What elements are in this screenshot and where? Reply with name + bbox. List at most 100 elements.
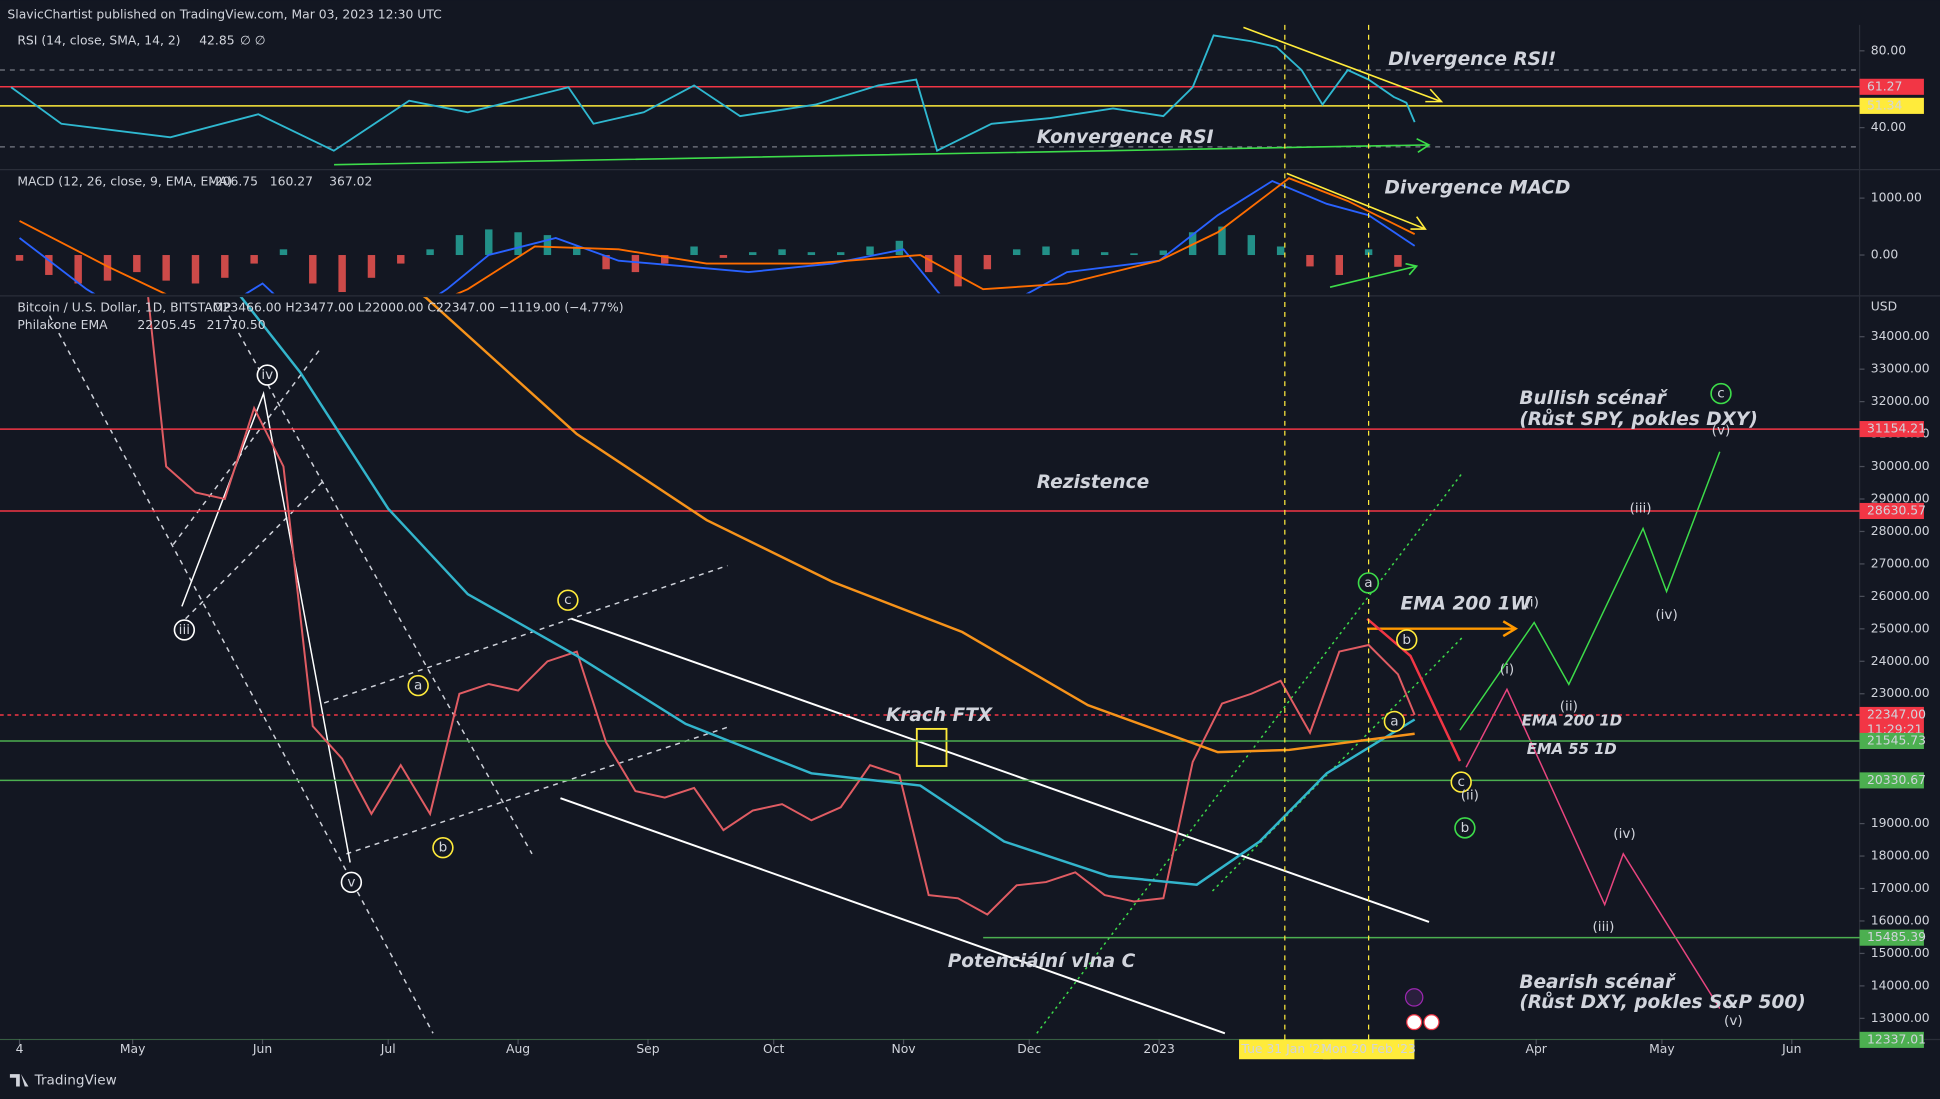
- wave-circle: [1383, 710, 1406, 733]
- price-badge: [1859, 1031, 1924, 1048]
- y-tick-label: 26000.00: [1871, 589, 1930, 603]
- histogram-bar: [191, 255, 200, 284]
- histogram-bar: [573, 246, 581, 256]
- histogram-bar: [309, 255, 317, 284]
- wave-label: c: [1717, 386, 1724, 402]
- histogram-bar: [1394, 255, 1402, 267]
- histogram-bar: [1071, 249, 1080, 256]
- y-tick-label: 17000.00: [1871, 881, 1930, 895]
- histogram-bar: [1130, 253, 1138, 256]
- wave-label: b: [1402, 632, 1411, 648]
- histogram-bar: [1012, 249, 1021, 256]
- x-tick-label: Oct: [763, 1042, 785, 1056]
- price-badge-label: 15485.39: [1867, 930, 1926, 944]
- wave-label: (iv): [1655, 607, 1677, 623]
- y-tick-label: 16000.00: [1871, 913, 1930, 927]
- histogram-bar: [1364, 249, 1373, 256]
- annotation: Rezistence: [1037, 472, 1149, 493]
- histogram-bar: [338, 255, 346, 293]
- wave-label: iii: [179, 622, 190, 638]
- event-flag[interactable]: [1406, 1014, 1423, 1031]
- price-unit: USD: [1871, 300, 1897, 314]
- price-ohlc: O23466.00 H23477.00 L22000.00 C22347.00 …: [213, 301, 624, 315]
- histogram-bar: [778, 249, 786, 256]
- wave-label: c: [1457, 774, 1464, 790]
- arrow: [1243, 26, 1444, 103]
- wave-label: (iii): [1630, 501, 1652, 517]
- histogram-bar: [250, 255, 258, 264]
- wave-label: (v): [1712, 423, 1731, 439]
- price-badge-label: 51.34: [1867, 98, 1903, 112]
- wave-path: [181, 390, 351, 863]
- series-line: [147, 297, 1416, 916]
- trend-line: [48, 315, 434, 1034]
- arrow: [1286, 172, 1427, 230]
- rsi-value: 42.85: [199, 33, 234, 47]
- wave-circle: [173, 619, 196, 641]
- date-badge-label: Mon 20 Feb '23: [1321, 1042, 1416, 1056]
- event-icon[interactable]: [1404, 988, 1424, 1007]
- annotation: (Růst DXY, pokles S&P 500): [1519, 990, 1805, 1013]
- histogram-bar: [1276, 246, 1285, 256]
- histogram-bar: [866, 246, 874, 256]
- indicator-name: Philakone EMA: [17, 318, 108, 332]
- wave-circle: [1396, 629, 1418, 651]
- price-badge: [1859, 502, 1924, 520]
- wave-label: (iii): [1593, 919, 1615, 935]
- wave-circle: [432, 836, 454, 859]
- y-tick-label: 13000.00: [1871, 1011, 1930, 1025]
- channel-line: [346, 725, 731, 855]
- channel-line: [323, 564, 728, 704]
- wave-label: a: [1390, 713, 1398, 729]
- histogram-bar: [162, 255, 170, 281]
- wave-label: a: [1364, 575, 1372, 591]
- countdown: 11:29:21: [1867, 722, 1923, 736]
- macd-title: MACD (12, 26, close, 9, EMA, EMA): [17, 175, 232, 189]
- price-pane: [0, 297, 1860, 1040]
- wave-circle: [1454, 817, 1476, 839]
- price-title: Bitcoin / U.S. Dollar, 1D, BITSTAMP: [17, 301, 231, 315]
- channel-line: [560, 797, 1226, 1035]
- publisher: SlavicChartist published on TradingView.…: [7, 8, 441, 22]
- histogram-bar: [1247, 235, 1256, 256]
- rsi-pane: [0, 34, 1860, 153]
- histogram-bar: [397, 255, 405, 264]
- histogram-bar: [133, 255, 141, 273]
- macd-pane: [15, 177, 1416, 294]
- y-tick-label: 27000.00: [1871, 556, 1930, 570]
- wave-label: (v): [1724, 1013, 1743, 1029]
- y-tick-label: 1000.00: [1871, 191, 1922, 205]
- histogram-bar: [954, 255, 962, 287]
- date-badge-label: Tue 31 Jan '23: [1240, 1042, 1328, 1056]
- histogram-bar: [367, 255, 376, 278]
- histogram-bar: [602, 255, 610, 270]
- y-tick-label: 24000.00: [1871, 654, 1930, 668]
- histogram-bar: [631, 255, 640, 273]
- indicator-drawings: [334, 26, 1444, 288]
- price-badge-label: 22347.00: [1867, 707, 1926, 721]
- projection: [1366, 617, 1462, 762]
- x-tick-label: Sep: [636, 1042, 659, 1056]
- histogram-bar: [719, 255, 728, 258]
- histogram-bar: [661, 255, 669, 264]
- macd-value: -206.75: [210, 175, 258, 189]
- event-flag[interactable]: [1423, 1014, 1440, 1031]
- y-tick-label: 14000.00: [1871, 978, 1930, 992]
- wave-circle: [557, 589, 579, 611]
- histogram-bar: [279, 249, 288, 256]
- y-tick-label: 23000.00: [1871, 686, 1930, 700]
- x-tick-label: Jun: [252, 1042, 272, 1056]
- bullish-path: [1459, 451, 1721, 731]
- drawings: [48, 315, 1721, 1035]
- wave-circle: [256, 364, 278, 386]
- series-line: [18, 180, 1416, 294]
- annotation: DIvergence RSI!: [1388, 49, 1556, 70]
- price-badge: [1859, 732, 1924, 750]
- histogram-bar: [485, 229, 493, 256]
- wave-label: (ii): [1560, 699, 1578, 715]
- y-tick-label: 18000.00: [1871, 849, 1930, 863]
- x-tick-label: Jul: [380, 1042, 396, 1056]
- wave-label: v: [347, 874, 355, 890]
